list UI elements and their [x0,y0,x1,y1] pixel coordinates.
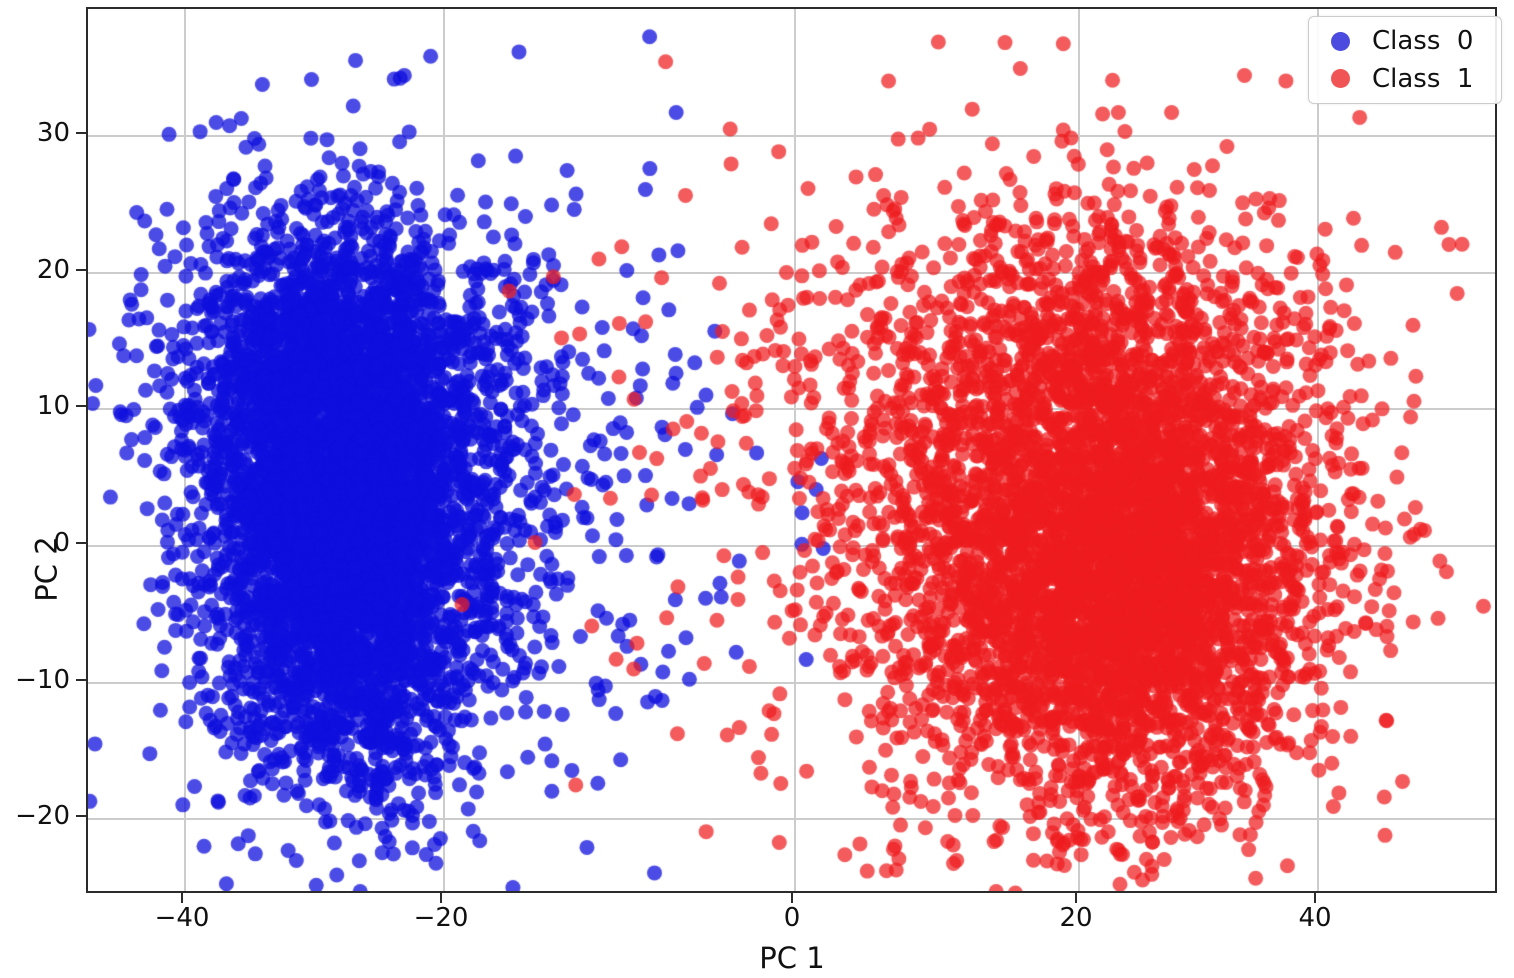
x-tick-mark [791,893,793,903]
x-tick-label: −20 [413,903,469,933]
y-tick-mark [76,269,86,271]
x-tick-label: 0 [783,903,801,933]
class-0-marker-icon [1331,31,1350,51]
x-tick-label: 20 [1059,903,1093,933]
y-tick-mark [76,405,86,407]
y-tick-label: −10 [15,665,70,695]
legend-label-class-1: Class 1 [1372,63,1474,94]
y-tick-label: −20 [15,801,70,831]
x-axis-label: PC 1 [759,941,825,975]
y-tick-mark [76,679,86,681]
x-tick-label: 40 [1298,903,1332,933]
plot-area [86,7,1497,893]
scatter-points-canvas [88,9,1495,891]
legend-label-class-0: Class 0 [1372,26,1474,57]
y-axis-label: PC 2 [29,536,64,602]
y-tick-mark [76,132,86,134]
y-tick-mark [76,815,86,817]
x-tick-mark [1314,893,1316,903]
x-tick-label: −40 [154,903,210,933]
legend-item-class-0: Class 0 [1309,26,1501,56]
x-tick-mark [181,893,183,903]
x-tick-mark [440,893,442,903]
y-tick-label: 20 [36,255,70,285]
legend: Class 0 Class 1 [1308,16,1502,104]
class-1-marker-icon [1331,69,1350,89]
legend-item-class-1: Class 1 [1309,64,1501,94]
y-tick-label: 10 [36,391,70,421]
x-tick-mark [1075,893,1077,903]
y-tick-label: 30 [36,118,70,148]
y-tick-label: 0 [53,528,70,558]
y-tick-mark [76,542,86,544]
